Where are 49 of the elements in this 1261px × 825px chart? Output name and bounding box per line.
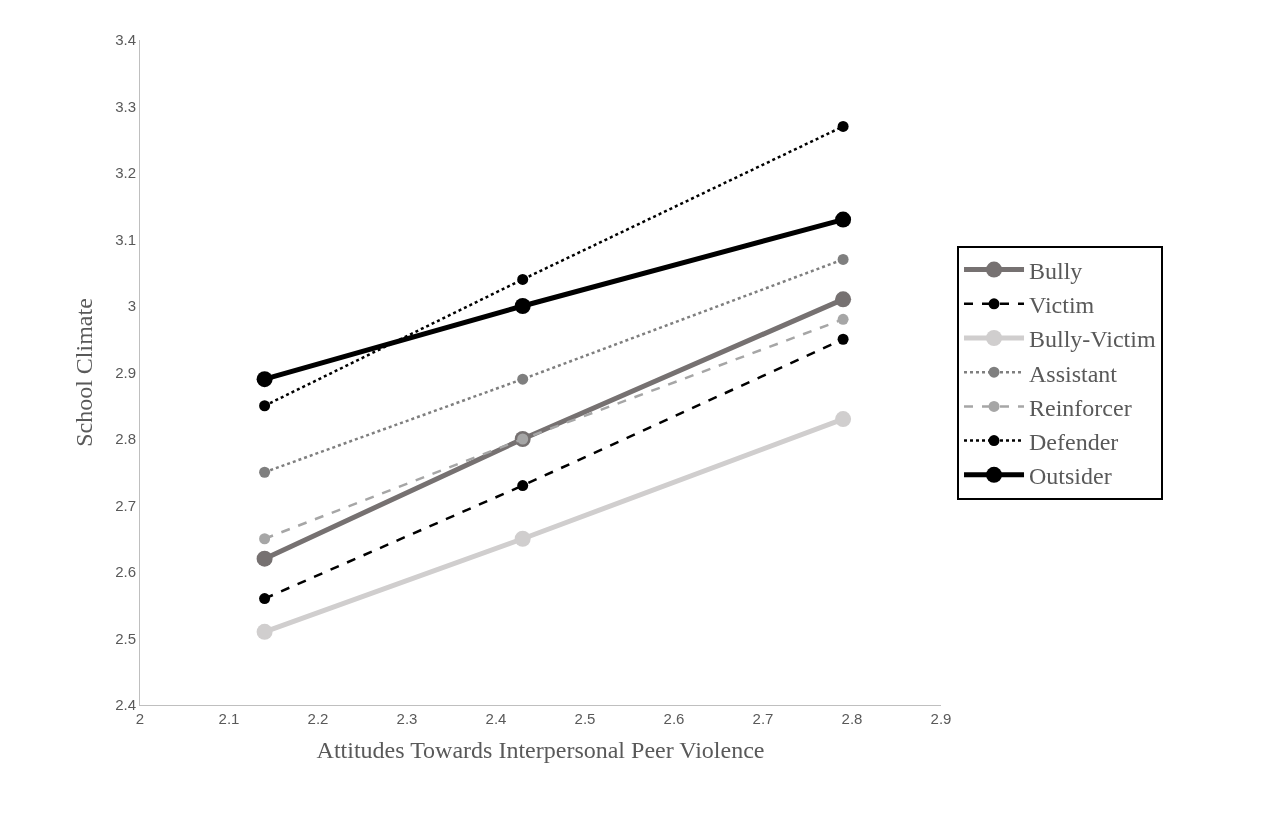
y-tick-label: 2.5 xyxy=(115,629,136,647)
x-tick-label: 2.5 xyxy=(574,710,596,727)
legend-label: Bully-Victim xyxy=(1029,326,1156,353)
legend-label: Bully xyxy=(1029,257,1083,284)
point xyxy=(517,480,529,492)
point xyxy=(256,550,273,567)
y-axis-title: School Climate xyxy=(71,298,98,447)
x-tick-label: 2 xyxy=(135,710,145,727)
point xyxy=(514,530,531,547)
y-tick-label: 2.9 xyxy=(115,363,136,381)
legend-label: Reinforcer xyxy=(1029,394,1132,421)
point xyxy=(514,298,531,314)
point xyxy=(517,273,529,285)
point xyxy=(517,373,529,385)
point xyxy=(256,623,273,640)
x-tick-label: 2.3 xyxy=(396,710,418,727)
x-tick-label: 2.1 xyxy=(218,710,240,727)
point xyxy=(259,533,271,545)
y-tick-label: 3.3 xyxy=(115,97,136,115)
y-tick-label: 3.1 xyxy=(115,230,136,248)
point xyxy=(837,253,849,265)
x-tick-label: 2.4 xyxy=(485,710,507,727)
y-tick-label: 2.7 xyxy=(115,496,136,514)
y-tick-label: 2.6 xyxy=(115,563,136,581)
legend-label: Outsider xyxy=(1029,463,1112,490)
x-axis-title: Attitudes Towards Interpersonal Peer Violence xyxy=(316,737,765,764)
point xyxy=(259,593,271,605)
x-tick-label: 2.9 xyxy=(930,710,952,727)
point xyxy=(259,466,271,478)
x-tick-label: 2.6 xyxy=(663,710,685,727)
y-tick-label: 3 xyxy=(127,297,136,315)
x-tick-label: 2.2 xyxy=(307,710,329,727)
point xyxy=(835,291,852,308)
x-tick-label: 2.7 xyxy=(752,710,774,727)
y-tick-label: 2.4 xyxy=(115,696,136,714)
legend-label: Victim xyxy=(1029,292,1095,319)
point xyxy=(256,371,273,388)
y-tick-label: 3.4 xyxy=(115,31,136,49)
y-tick-label: 2.8 xyxy=(115,430,136,448)
legend-label: Defender xyxy=(1029,428,1119,455)
point xyxy=(837,313,849,325)
point xyxy=(837,333,849,345)
point xyxy=(837,120,849,132)
y-tick-label: 3.2 xyxy=(115,164,136,182)
x-tick-label: 2.8 xyxy=(841,710,863,727)
legend-label: Assistant xyxy=(1029,360,1118,387)
point xyxy=(259,400,271,412)
point xyxy=(835,211,852,228)
point xyxy=(835,411,852,428)
